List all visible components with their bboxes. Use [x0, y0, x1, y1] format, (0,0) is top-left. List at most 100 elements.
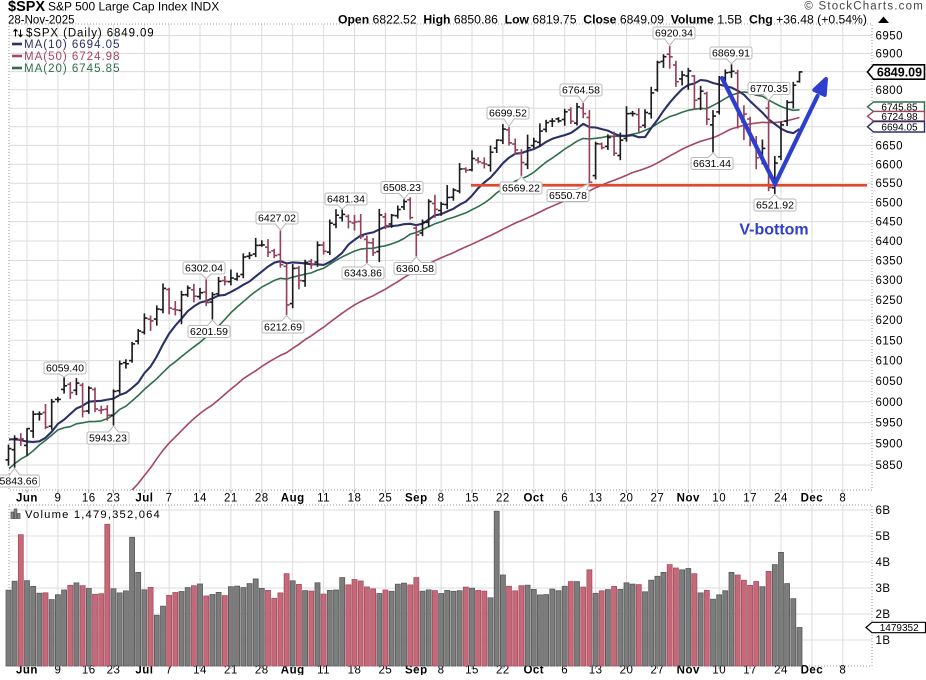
svg-text:6950: 6950 [876, 31, 904, 43]
svg-text:27: 27 [651, 493, 665, 505]
svg-text:Oct: Oct [523, 493, 544, 505]
svg-text:Jun: Jun [16, 493, 38, 505]
svg-text:6: 6 [561, 493, 568, 505]
svg-text:21: 21 [224, 665, 238, 676]
svg-text:28: 28 [255, 665, 269, 676]
svg-text:S&P 500 Large Cap Index INDX: S&P 500 Large Cap Index INDX [48, 0, 219, 14]
svg-text:5943.23: 5943.23 [89, 433, 127, 445]
svg-text:15: 15 [465, 493, 479, 505]
svg-text:MA(20) 6745.85: MA(20) 6745.85 [24, 63, 120, 75]
svg-text:Jul: Jul [135, 493, 153, 505]
svg-text:6350: 6350 [876, 256, 904, 268]
svg-text:Nov: Nov [677, 665, 700, 676]
svg-text:6B: 6B [876, 505, 891, 517]
svg-text:16: 16 [82, 665, 96, 676]
svg-text:6849.09: 6849.09 [877, 66, 922, 80]
svg-text:MA(10) 6694.05: MA(10) 6694.05 [24, 39, 120, 51]
svg-text:6569.22: 6569.22 [502, 183, 540, 195]
svg-text:6920.34: 6920.34 [655, 28, 693, 40]
svg-text:Sep: Sep [405, 493, 428, 505]
svg-text:10: 10 [712, 665, 726, 676]
svg-text:6508.23: 6508.23 [383, 182, 421, 194]
svg-text:6427.02: 6427.02 [258, 213, 296, 225]
svg-text:Dec: Dec [801, 665, 824, 676]
svg-text:6600: 6600 [876, 159, 904, 171]
svg-text:28-Nov-2025: 28-Nov-2025 [8, 15, 74, 27]
svg-text:14: 14 [193, 665, 207, 676]
svg-text:6745.85: 6745.85 [881, 102, 918, 113]
svg-text:5900: 5900 [876, 439, 904, 451]
svg-text:6343.86: 6343.86 [344, 268, 382, 280]
svg-text:23: 23 [107, 665, 121, 676]
svg-text:6650: 6650 [876, 140, 904, 152]
svg-text:9: 9 [54, 665, 61, 676]
svg-text:2B: 2B [876, 609, 891, 621]
svg-text:8: 8 [438, 493, 445, 505]
svg-text:6550: 6550 [876, 178, 904, 190]
svg-text:22: 22 [496, 493, 510, 505]
svg-text:5950: 5950 [876, 418, 904, 430]
svg-text:Jun: Jun [16, 665, 38, 676]
svg-text:17: 17 [743, 493, 757, 505]
svg-text:4B: 4B [876, 557, 891, 569]
svg-text:21: 21 [224, 493, 238, 505]
svg-text:24: 24 [774, 493, 788, 505]
svg-text:6900: 6900 [876, 49, 904, 61]
svg-text:28: 28 [255, 493, 269, 505]
svg-text:6150: 6150 [876, 335, 904, 347]
svg-text:9: 9 [54, 493, 61, 505]
svg-text:22: 22 [496, 665, 510, 676]
svg-text:7: 7 [166, 493, 173, 505]
svg-text:Jul: Jul [135, 665, 153, 676]
svg-text:V-bottom: V-bottom [739, 222, 808, 239]
svg-text:15: 15 [465, 665, 479, 676]
svg-text:6360.58: 6360.58 [396, 263, 434, 275]
svg-text:6521.92: 6521.92 [756, 200, 794, 212]
svg-text:6481.34: 6481.34 [327, 194, 365, 206]
svg-text:16: 16 [82, 493, 96, 505]
svg-text:Open 6822.52 High 6850.86 Lo: Open 6822.52 High 6850.86 Low 6819.75 Cl… [338, 13, 874, 27]
svg-text:6: 6 [561, 665, 568, 676]
svg-text:24: 24 [774, 665, 788, 676]
svg-text:7: 7 [166, 665, 173, 676]
svg-text:Aug: Aug [281, 665, 305, 676]
svg-text:6212.69: 6212.69 [264, 322, 302, 334]
svg-text:25: 25 [379, 665, 393, 676]
svg-text:6000: 6000 [876, 397, 904, 409]
svg-text:6770.35: 6770.35 [750, 83, 788, 95]
svg-text:18: 18 [348, 665, 362, 676]
svg-text:6100: 6100 [876, 356, 904, 368]
svg-text:$SPX (Daily) 6849.09: $SPX (Daily) 6849.09 [26, 28, 155, 40]
svg-text:MA(50) 6724.98: MA(50) 6724.98 [24, 51, 120, 63]
svg-text:20: 20 [620, 493, 634, 505]
svg-text:5850: 5850 [876, 460, 904, 472]
svg-text:10: 10 [712, 493, 726, 505]
svg-text:8: 8 [438, 665, 445, 676]
svg-text:Oct: Oct [523, 665, 544, 676]
svg-text:6550.78: 6550.78 [549, 190, 587, 202]
svg-text:5B: 5B [876, 531, 891, 543]
svg-text:6400: 6400 [876, 236, 904, 248]
svg-text:6699.52: 6699.52 [489, 108, 527, 120]
svg-text:8: 8 [839, 493, 846, 505]
svg-text:1B: 1B [876, 635, 891, 647]
svg-text:20: 20 [620, 665, 634, 676]
svg-text:6450: 6450 [876, 217, 904, 229]
svg-text:6869.91: 6869.91 [712, 48, 750, 60]
svg-text:6764.58: 6764.58 [562, 85, 600, 97]
svg-text:6201.59: 6201.59 [190, 326, 228, 338]
svg-text:6200: 6200 [876, 315, 904, 327]
svg-text:© StockCharts.com: © StockCharts.com [804, 1, 924, 13]
svg-text:6694.05: 6694.05 [881, 122, 918, 133]
svg-text:18: 18 [348, 493, 362, 505]
svg-text:14: 14 [193, 493, 207, 505]
svg-text:25: 25 [379, 493, 393, 505]
svg-text:6800: 6800 [876, 85, 904, 97]
svg-text:17: 17 [743, 665, 757, 676]
svg-text:1479352: 1479352 [880, 623, 919, 634]
svg-text:5843.66: 5843.66 [0, 476, 38, 488]
svg-text:27: 27 [651, 665, 665, 676]
svg-text:Sep: Sep [405, 665, 428, 676]
svg-text:11: 11 [317, 665, 330, 676]
svg-text:6302.04: 6302.04 [185, 263, 223, 275]
